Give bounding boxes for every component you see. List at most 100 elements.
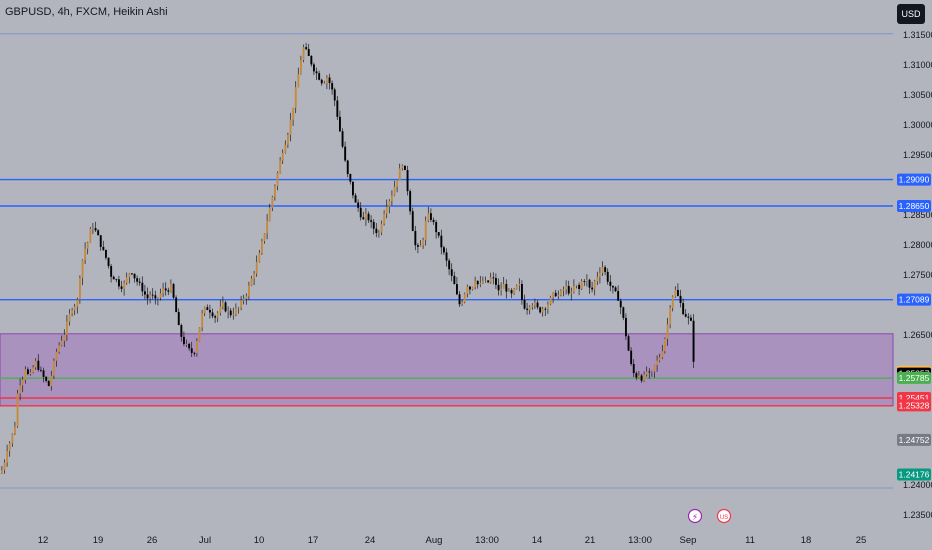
candle bbox=[302, 47, 305, 61]
lightning-event-icon[interactable] bbox=[687, 508, 703, 524]
candle bbox=[248, 285, 250, 297]
candle bbox=[443, 247, 445, 253]
candle bbox=[307, 49, 310, 56]
candle bbox=[346, 160, 349, 175]
candle bbox=[448, 260, 451, 270]
candle bbox=[617, 291, 620, 301]
candle bbox=[40, 369, 42, 371]
candle bbox=[84, 248, 87, 260]
candle bbox=[120, 286, 123, 289]
candle bbox=[632, 363, 635, 374]
candle bbox=[409, 191, 412, 212]
candle bbox=[81, 259, 84, 278]
candle bbox=[37, 360, 40, 370]
candle bbox=[508, 290, 510, 292]
candle bbox=[510, 290, 513, 294]
candle bbox=[453, 275, 456, 285]
x-tick-label-9: 14 bbox=[532, 535, 543, 546]
candle bbox=[219, 306, 222, 313]
candle bbox=[79, 277, 81, 300]
candle bbox=[128, 273, 131, 278]
candle bbox=[362, 217, 365, 220]
candle bbox=[274, 186, 276, 197]
candle bbox=[154, 295, 157, 299]
candle bbox=[612, 285, 614, 288]
candle bbox=[424, 220, 427, 241]
x-tick-label-7: Aug bbox=[426, 535, 443, 546]
candle bbox=[242, 298, 245, 301]
candle bbox=[388, 200, 391, 207]
price-badge-label-8: 1.24752 bbox=[899, 435, 930, 445]
currency-button[interactable]: USD bbox=[897, 4, 925, 24]
candle bbox=[188, 343, 191, 349]
candle bbox=[536, 302, 539, 308]
y-tick-label-5: 1.28500 bbox=[903, 210, 932, 220]
candle bbox=[677, 289, 679, 296]
candle bbox=[417, 245, 419, 247]
candle bbox=[523, 299, 526, 309]
candle bbox=[359, 207, 362, 218]
candle bbox=[500, 288, 503, 291]
candle bbox=[396, 180, 399, 187]
candle bbox=[586, 279, 588, 282]
price-badge-label-6: 1.25451 bbox=[899, 393, 930, 403]
candle bbox=[201, 313, 204, 328]
candle bbox=[406, 170, 409, 192]
x-tick-label-10: 21 bbox=[585, 535, 596, 546]
candle bbox=[266, 221, 269, 234]
candle bbox=[255, 262, 258, 274]
candle bbox=[489, 277, 492, 283]
candle bbox=[1, 470, 3, 473]
candle bbox=[463, 293, 466, 303]
candle bbox=[679, 295, 682, 304]
candle bbox=[640, 375, 643, 381]
candle bbox=[229, 310, 232, 316]
candle bbox=[206, 307, 209, 310]
symbol-title: GBPUSD, 4h, FXCM, Heikin Ashi bbox=[5, 6, 168, 18]
candle bbox=[375, 228, 378, 234]
candle bbox=[495, 278, 497, 285]
candle bbox=[638, 375, 640, 378]
support-zone[interactable] bbox=[0, 333, 894, 407]
candle bbox=[141, 282, 144, 292]
candle bbox=[627, 336, 630, 351]
candle bbox=[172, 284, 175, 298]
y-tick-label-8: 1.26500 bbox=[903, 330, 932, 340]
candle bbox=[323, 83, 326, 85]
price-badge-1 bbox=[897, 200, 931, 212]
candle bbox=[690, 317, 692, 321]
candle bbox=[60, 340, 63, 346]
candle bbox=[58, 345, 61, 352]
us-flag-event-icon[interactable] bbox=[716, 508, 732, 524]
candle bbox=[328, 77, 331, 84]
x-tick-label-0: 12 bbox=[38, 535, 49, 546]
candle bbox=[237, 307, 240, 309]
price-badge-label-5: 1.25785 bbox=[899, 373, 930, 383]
candle bbox=[63, 334, 66, 341]
candle bbox=[635, 373, 638, 378]
price-badge-label-1: 1.28650 bbox=[899, 201, 930, 211]
candle bbox=[115, 279, 118, 281]
candle bbox=[55, 351, 58, 361]
candle bbox=[50, 375, 53, 386]
candle bbox=[310, 55, 313, 65]
candle bbox=[422, 240, 425, 246]
candle bbox=[573, 285, 575, 293]
candle bbox=[583, 281, 586, 282]
candle bbox=[391, 195, 393, 201]
candle bbox=[562, 289, 565, 291]
candle bbox=[625, 317, 627, 337]
candle bbox=[326, 77, 328, 84]
candle bbox=[599, 272, 601, 277]
candle bbox=[479, 282, 482, 285]
candle bbox=[336, 100, 339, 117]
candle bbox=[370, 220, 373, 222]
y-tick-label-10: 1.23500 bbox=[903, 510, 932, 520]
candle bbox=[292, 107, 295, 120]
candle bbox=[66, 321, 68, 335]
candle bbox=[315, 71, 318, 74]
candle bbox=[354, 195, 357, 203]
candle bbox=[107, 257, 110, 267]
